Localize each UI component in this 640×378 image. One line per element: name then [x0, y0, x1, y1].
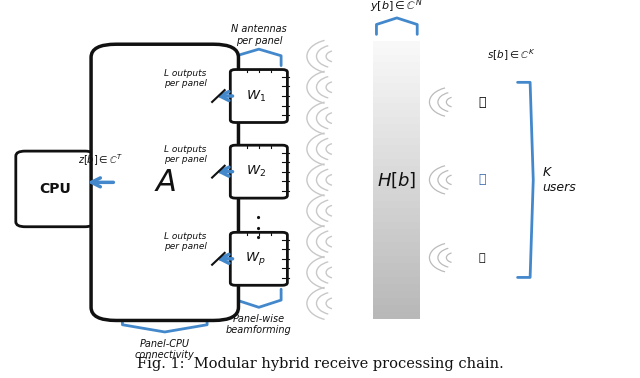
Bar: [373, 117, 420, 124]
Bar: [373, 263, 420, 270]
Text: CPU: CPU: [39, 182, 71, 196]
Bar: [373, 166, 420, 173]
Bar: [373, 159, 420, 166]
Bar: [373, 48, 420, 55]
Bar: [373, 208, 420, 215]
Bar: [373, 40, 420, 48]
Text: N antennas
per panel: N antennas per panel: [231, 24, 287, 46]
Text: L outputs
per panel: L outputs per panel: [164, 69, 207, 88]
Bar: [373, 186, 420, 194]
Bar: [373, 249, 420, 256]
Bar: [373, 68, 420, 76]
Bar: [373, 145, 420, 152]
FancyBboxPatch shape: [230, 70, 287, 122]
Bar: [373, 194, 420, 201]
Text: L outputs
per panel: L outputs per panel: [164, 232, 207, 251]
Bar: [373, 256, 420, 263]
Text: $\mathbf{\mathit{W}}_{p}$: $\mathbf{\mathit{W}}_{p}$: [245, 250, 266, 267]
Text: 📱: 📱: [478, 96, 486, 108]
FancyBboxPatch shape: [230, 145, 287, 198]
Bar: [373, 242, 420, 249]
Text: 🔷: 🔷: [478, 174, 486, 186]
Bar: [373, 75, 420, 83]
Text: $s[b] \in \mathbb{C}^{K}$: $s[b] \in \mathbb{C}^{K}$: [487, 48, 536, 63]
Bar: [373, 89, 420, 96]
Bar: [373, 277, 420, 284]
Bar: [373, 62, 420, 69]
Text: Panel-wise
beamforming: Panel-wise beamforming: [226, 314, 292, 336]
Text: 🚗: 🚗: [479, 253, 485, 263]
Bar: [373, 124, 420, 131]
Bar: [373, 311, 420, 319]
FancyBboxPatch shape: [230, 232, 287, 285]
Bar: [373, 228, 420, 235]
Bar: [373, 103, 420, 110]
Bar: [373, 297, 420, 305]
Bar: [373, 131, 420, 138]
Text: Panel-CPU
connectivity: Panel-CPU connectivity: [135, 339, 195, 360]
Bar: [373, 200, 420, 208]
Bar: [373, 235, 420, 242]
Text: Fig. 1:  Modular hybrid receive processing chain.: Fig. 1: Modular hybrid receive processin…: [136, 357, 504, 371]
Text: K
users: K users: [543, 166, 577, 194]
Text: $y[b] \in \mathbb{C}^{N}$: $y[b] \in \mathbb{C}^{N}$: [371, 0, 423, 15]
Bar: [373, 110, 420, 117]
FancyBboxPatch shape: [16, 151, 94, 227]
Text: $\mathbf{\mathit{H}}[b]$: $\mathbf{\mathit{H}}[b]$: [377, 170, 417, 190]
Text: $\bullet\bullet\bullet$: $\bullet\bullet\bullet$: [253, 213, 264, 240]
Bar: [373, 214, 420, 222]
Bar: [373, 270, 420, 277]
Text: $z[b] \in \mathbb{C}^{T}$: $z[b] \in \mathbb{C}^{T}$: [78, 152, 123, 167]
Bar: [373, 291, 420, 298]
Text: $\mathbf{\mathit{A}}$: $\mathbf{\mathit{A}}$: [154, 168, 176, 197]
Bar: [373, 54, 420, 62]
Bar: [373, 82, 420, 90]
Text: $\mathbf{\mathit{W}}_{1}$: $\mathbf{\mathit{W}}_{1}$: [246, 88, 266, 104]
FancyBboxPatch shape: [91, 44, 239, 321]
Bar: [373, 305, 420, 312]
Bar: [373, 221, 420, 229]
Bar: [373, 284, 420, 291]
Text: L outputs
per panel: L outputs per panel: [164, 145, 207, 164]
Text: $\mathbf{\mathit{W}}_{2}$: $\mathbf{\mathit{W}}_{2}$: [246, 164, 266, 179]
Bar: [373, 138, 420, 145]
Bar: [373, 96, 420, 104]
Bar: [373, 152, 420, 159]
Bar: [373, 180, 420, 187]
Bar: [373, 173, 420, 180]
